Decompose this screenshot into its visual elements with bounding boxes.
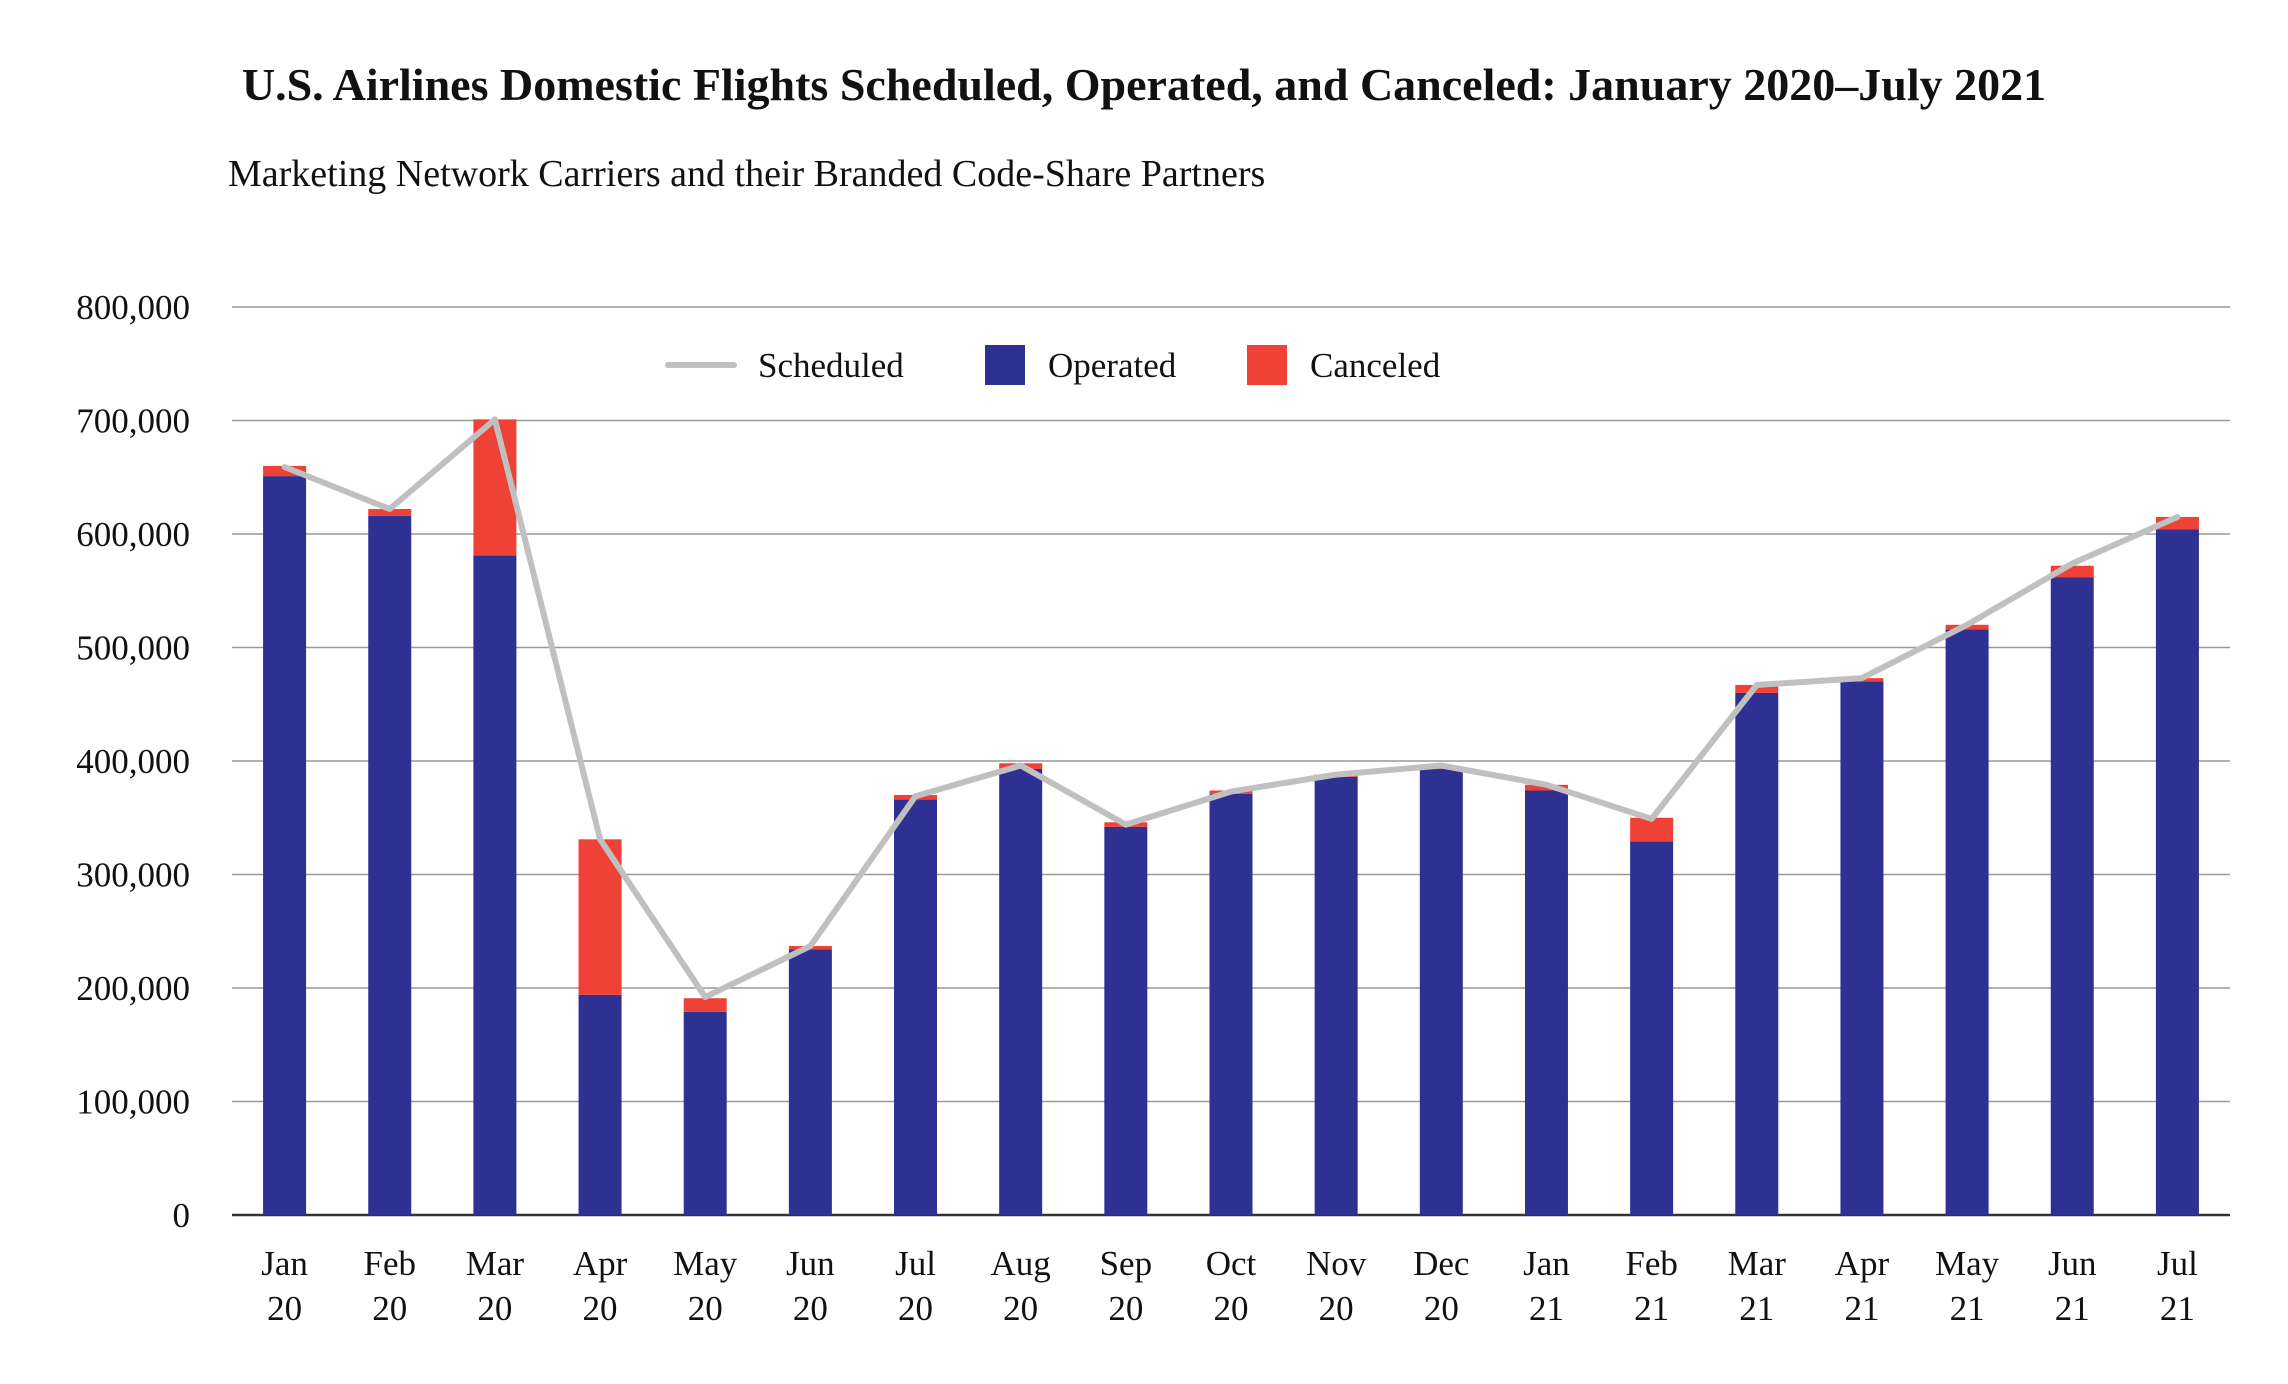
legend-operated-label: Operated <box>1048 346 1177 385</box>
bar-operated <box>578 994 622 1215</box>
x-tick-label-year: 20 <box>898 1289 933 1328</box>
x-tick-label-month: Nov <box>1306 1244 1367 1283</box>
bar-operated <box>473 555 517 1215</box>
x-tick-label-year: 21 <box>1634 1289 1669 1328</box>
x-tick-label-month: Dec <box>1413 1244 1469 1283</box>
bar-operated <box>894 799 938 1215</box>
scheduled-line-layer <box>281 416 2181 1001</box>
bar-operated <box>2050 577 2094 1215</box>
y-tick-label: 700,000 <box>76 402 190 441</box>
x-tick-label-year: 21 <box>1529 1289 1564 1328</box>
y-tick-label: 800,000 <box>76 288 190 327</box>
x-tick-label-month: Mar <box>1728 1244 1787 1283</box>
x-tick-label-month: Jan <box>1523 1244 1570 1283</box>
x-tick-label-year: 21 <box>1739 1289 1774 1328</box>
x-tick-label-month: May <box>1935 1244 2000 1283</box>
x-axis-tick-labels: Jan 20 Feb 20 Mar 20 Apr 20 May 20 Jun 20 Jul 20 Aug 20… <box>261 1244 2198 1328</box>
bar-operated <box>2155 529 2199 1215</box>
bar-canceled <box>1630 817 1674 842</box>
x-tick-label-month: Apr <box>1835 1244 1890 1283</box>
x-tick-label-month: Mar <box>466 1244 525 1283</box>
bar-operated <box>368 515 412 1215</box>
bar-operated <box>263 476 307 1215</box>
x-tick-label-year: 20 <box>1108 1289 1143 1328</box>
bar-operated <box>1314 776 1358 1215</box>
y-tick-label: 0 <box>173 1196 191 1235</box>
x-tick-label-year: 21 <box>1950 1289 1985 1328</box>
y-tick-label: 600,000 <box>76 515 190 554</box>
y-tick-label: 300,000 <box>76 856 190 895</box>
bar-operated <box>1104 826 1148 1215</box>
x-tick-label-month: Aug <box>991 1244 1051 1283</box>
legend-canceled-swatch <box>1247 345 1287 385</box>
x-tick-label-month: Jan <box>261 1244 308 1283</box>
x-tick-label-year: 20 <box>688 1289 723 1328</box>
gridlines <box>232 306 2230 1217</box>
x-tick-label-year: 20 <box>1003 1289 1038 1328</box>
chart-subtitle: Marketing Network Carriers and their Bra… <box>228 153 1266 195</box>
x-tick-label-month: May <box>673 1244 738 1283</box>
y-tick-label: 500,000 <box>76 629 190 668</box>
bar-operated <box>999 768 1043 1215</box>
bar-operated <box>1840 681 1884 1215</box>
x-tick-label-year: 20 <box>1214 1289 1249 1328</box>
bar-canceled <box>368 509 412 516</box>
legend-scheduled-label: Scheduled <box>758 346 904 385</box>
x-tick-label-month: Feb <box>363 1244 416 1283</box>
y-tick-label: 400,000 <box>76 742 190 781</box>
bar-operated <box>1419 768 1463 1215</box>
legend: Scheduled Operated Canceled <box>665 345 1441 385</box>
x-tick-label-year: 20 <box>793 1289 828 1328</box>
chart-title: U.S. Airlines Domestic Flights Scheduled… <box>241 59 2047 110</box>
x-tick-label-year: 20 <box>1424 1289 1459 1328</box>
bar-operated <box>1524 790 1568 1215</box>
x-tick-label-month: Oct <box>1206 1244 1257 1283</box>
bar-operated <box>788 949 832 1215</box>
legend-canceled-label: Canceled <box>1310 346 1441 385</box>
x-tick-label-month: Jul <box>895 1244 936 1283</box>
x-tick-label-year: 20 <box>372 1289 407 1328</box>
scheduled-line <box>281 416 2181 1001</box>
x-tick-label-year: 21 <box>2160 1289 2195 1328</box>
x-tick-label-month: Feb <box>1625 1244 1678 1283</box>
x-tick-label-year: 21 <box>1844 1289 1879 1328</box>
x-tick-label-month: Apr <box>573 1244 628 1283</box>
y-tick-label: 100,000 <box>76 1083 190 1122</box>
bar-operated <box>1630 841 1674 1215</box>
x-tick-label-month: Jul <box>2157 1244 2198 1283</box>
bar-operated <box>1209 793 1253 1215</box>
x-tick-label-year: 20 <box>583 1289 618 1328</box>
bar-canceled <box>263 465 307 477</box>
x-tick-label-month: Jun <box>786 1244 835 1283</box>
bar-canceled <box>2050 565 2094 578</box>
x-tick-label-month: Sep <box>1100 1244 1153 1283</box>
x-tick-label-month: Jun <box>2048 1244 2097 1283</box>
bar-canceled <box>683 998 727 1012</box>
bars <box>263 419 2199 1215</box>
x-tick-label-year: 21 <box>2055 1289 2090 1328</box>
x-tick-label-year: 20 <box>267 1289 302 1328</box>
legend-operated-swatch <box>985 345 1025 385</box>
bar-operated <box>683 1011 727 1215</box>
bar-operated <box>1945 629 1989 1215</box>
y-tick-label: 200,000 <box>76 969 190 1008</box>
x-tick-label-year: 20 <box>1319 1289 1354 1328</box>
bar-operated <box>1735 692 1779 1215</box>
x-tick-label-year: 20 <box>477 1289 512 1328</box>
y-axis-tick-labels: 0 100,000 200,000 300,000 400,000 500,000 600,… <box>76 288 190 1235</box>
